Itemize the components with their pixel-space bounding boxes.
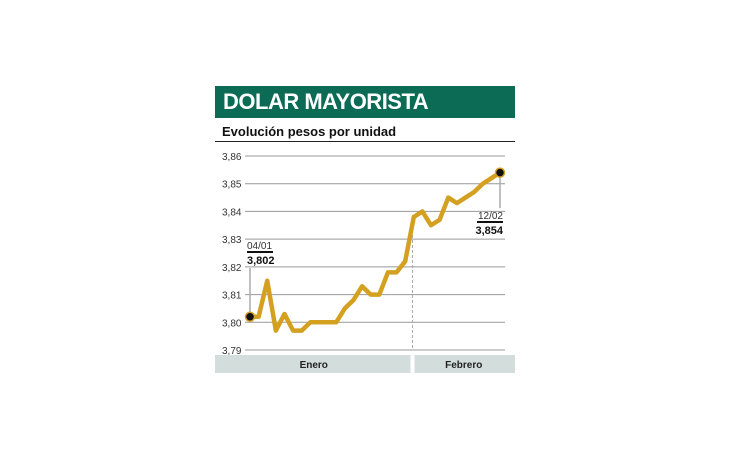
annotation-value: 3,854 [475,225,503,237]
series-line [250,170,502,333]
subtitle-rule [215,141,515,142]
chart-title: DOLAR MAYORISTA [215,86,515,118]
annotation-date: 04/01 [247,241,272,252]
y-tick-label: 3,79 [222,346,242,357]
annotation-value: 3,802 [247,255,275,267]
endpoint-marker [494,167,506,178]
y-tick-label: 3,84 [222,207,242,218]
month-label: Enero [300,360,328,371]
y-tick-label: 3,83 [222,235,242,246]
y-tick-label: 3,82 [222,263,242,274]
y-tick-label: 3,81 [222,291,242,302]
y-tick-label: 3,86 [222,152,242,163]
month-band-enero [215,355,411,373]
y-tick-label: 3,85 [222,180,242,191]
annotation-date: 12/02 [478,211,503,222]
chart-subtitle: Evolución pesos por unidad [222,124,397,139]
month-band-febrero [414,355,515,373]
y-tick-label: 3,80 [222,318,242,329]
month-label: Febrero [445,360,482,371]
endpoint-marker [244,311,256,322]
